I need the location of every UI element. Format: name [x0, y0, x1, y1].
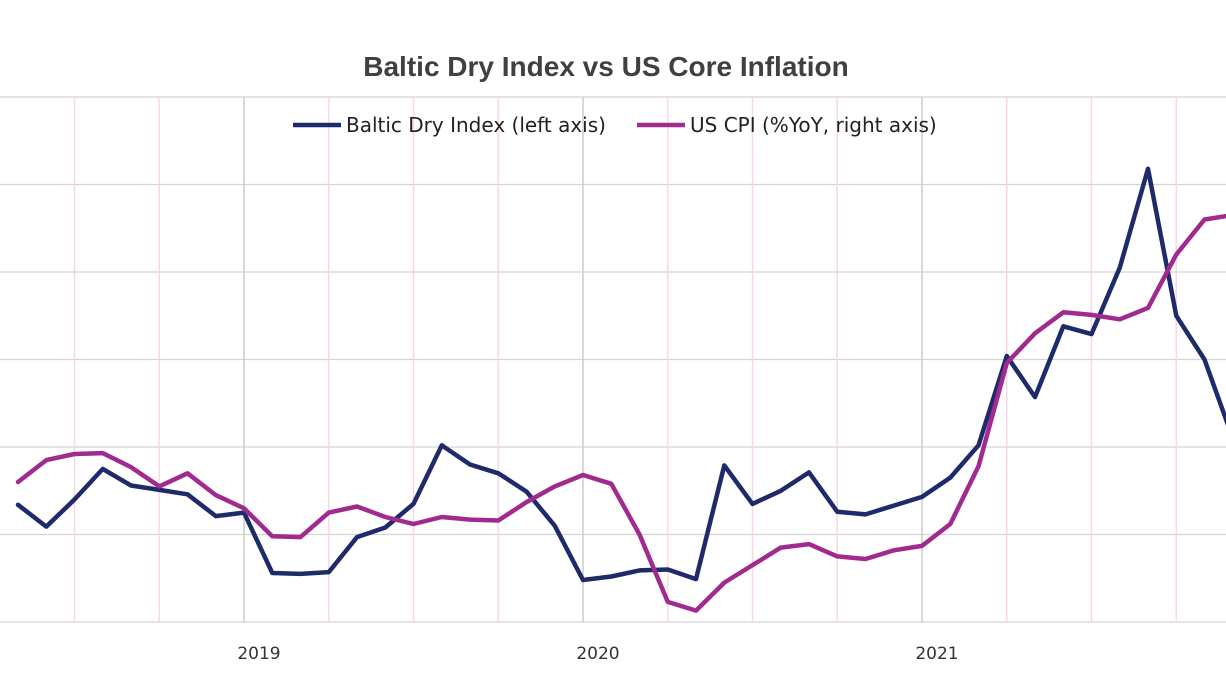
grid: [0, 96, 1226, 623]
legend-label-baltic: Baltic Dry Index (left axis): [346, 113, 606, 137]
series-lines: [15, 166, 1226, 613]
x-tick-label-2020: 2020: [576, 644, 619, 664]
x-tick-label-2021: 2021: [915, 644, 958, 664]
series-line-baltic-dry-index: [15, 166, 1226, 583]
legend-label-cpi: US CPI (%YoY, right axis): [690, 113, 937, 137]
x-axis: 2019 2020 2021: [237, 644, 958, 664]
series-line-us-cpi: [15, 213, 1226, 613]
legend: Baltic Dry Index (left axis) US CPI (%Yo…: [293, 113, 937, 137]
x-tick-label-2019: 2019: [237, 644, 280, 664]
chart-title: Baltic Dry Index vs US Core Inflation: [363, 51, 848, 82]
